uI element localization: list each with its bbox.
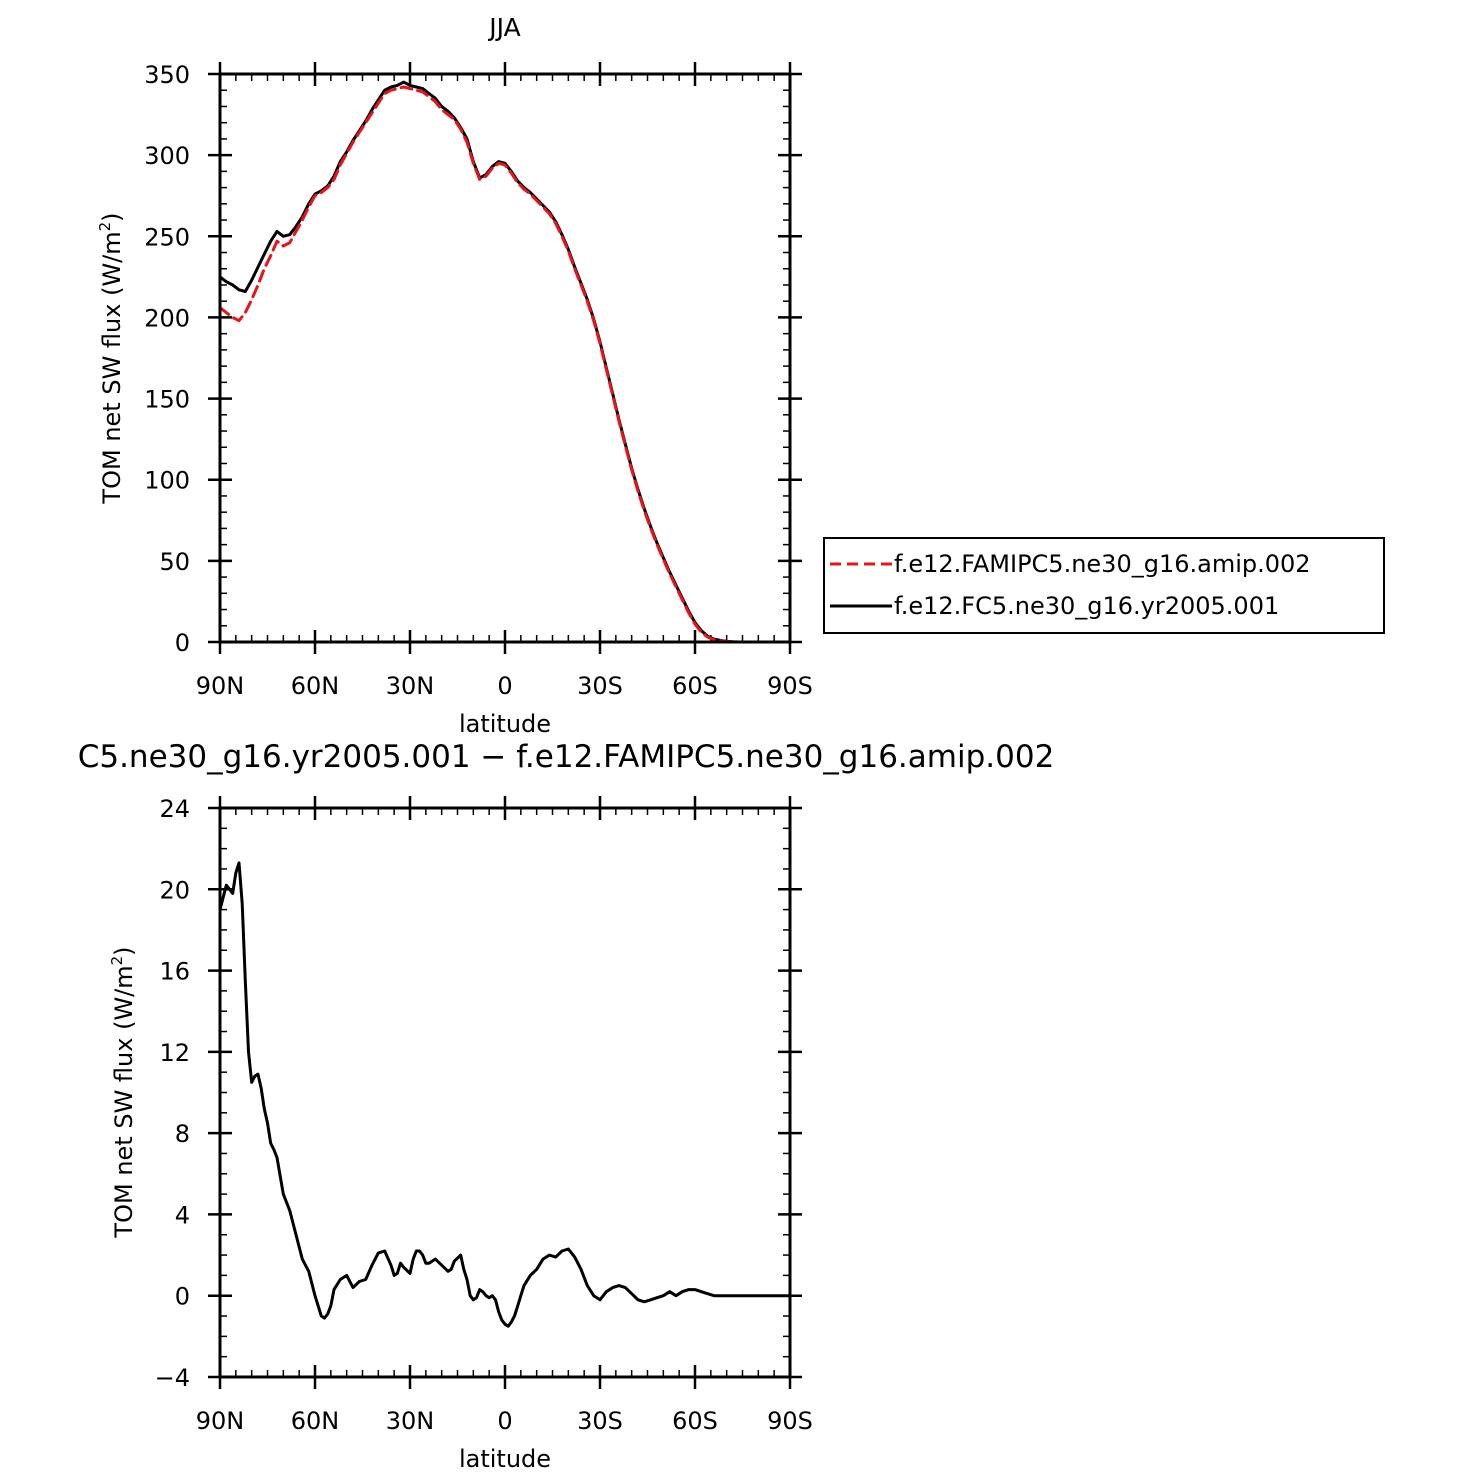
top-x-axis-label: latitude: [459, 710, 551, 738]
y-tick-label: 100: [144, 467, 190, 495]
y-tick-label: 200: [144, 304, 190, 332]
bottom-series-group: [218, 861, 792, 1328]
y-tick-label: 16: [159, 958, 190, 986]
legend-label-amip: f.e12.FAMIPC5.ne30_g16.amip.002: [894, 550, 1311, 578]
bottom-panel: C5.ne30_g16.yr2005.001 − f.e12.FAMIPC5.n…: [78, 739, 1055, 1473]
x-tick-label: 60S: [672, 672, 718, 700]
x-tick-label: 30N: [386, 1407, 435, 1435]
legend-label-fc5: f.e12.FC5.ne30_g16.yr2005.001: [894, 592, 1279, 620]
top-axes-ticks: 90N 60N 30N 0 30S 60S 90S 0 50 100 150 200 250 300 350: [144, 61, 813, 700]
y-tick-label: 8: [175, 1120, 190, 1148]
top-title: JJA: [487, 13, 520, 42]
x-tick-label: 90N: [196, 1407, 245, 1435]
y-tick-label: 0: [175, 1283, 190, 1311]
y-tick-label: 50: [159, 548, 190, 576]
series-line-difference: [218, 861, 792, 1328]
y-tick-label: 24: [159, 795, 190, 823]
y-tick-label: 4: [175, 1201, 190, 1229]
legend-box: [823, 537, 1385, 634]
y-tick-label: 12: [159, 1039, 190, 1067]
y-tick-label: 350: [144, 61, 190, 89]
bottom-plot-frame: [218, 806, 792, 1379]
x-tick-label: 60N: [291, 672, 340, 700]
y-tick-label: 0: [175, 629, 190, 657]
legend: f.e12.FAMIPC5.ne30_g16.amip.002 f.e12.FC…: [823, 537, 1385, 634]
bottom-x-axis-label: latitude: [459, 1445, 551, 1473]
x-tick-label: 60S: [672, 1407, 718, 1435]
y-tick-label: 150: [144, 386, 190, 414]
y-tick-label: 250: [144, 223, 190, 251]
x-tick-label: 30S: [577, 1407, 623, 1435]
x-tick-label: 0: [497, 672, 512, 700]
x-tick-label: 90S: [767, 672, 813, 700]
x-tick-label: 30S: [577, 672, 623, 700]
bottom-title: C5.ne30_g16.yr2005.001 − f.e12.FAMIPC5.n…: [78, 739, 1055, 775]
top-y-axis-label: TOM net SW flux (W/m2): [96, 212, 126, 504]
x-tick-label: 30N: [386, 672, 435, 700]
x-tick-label: 60N: [291, 1407, 340, 1435]
bottom-y-axis-label: TOM net SW flux (W/m2): [108, 946, 138, 1238]
x-tick-label: 0: [497, 1407, 512, 1435]
y-tick-label: −4: [155, 1364, 190, 1392]
x-tick-label: 90S: [767, 1407, 813, 1435]
bottom-axes-ticks: 90N 60N 30N 0 30S 60S 90S −4 0 4 8 12 16 20 24: [155, 795, 813, 1435]
x-tick-label: 90N: [196, 672, 245, 700]
y-tick-label: 20: [159, 876, 190, 904]
top-panel: JJA 90N 60N 30N 0 30S 60S 90S 0 50 100 150 200 250 30…: [96, 13, 1385, 738]
top-series-group: [218, 80, 792, 644]
top-plot-frame: [218, 72, 792, 644]
y-tick-label: 300: [144, 142, 190, 170]
series-line-f-e12-famipc5-ne30-g16-amip-002: [218, 85, 792, 644]
